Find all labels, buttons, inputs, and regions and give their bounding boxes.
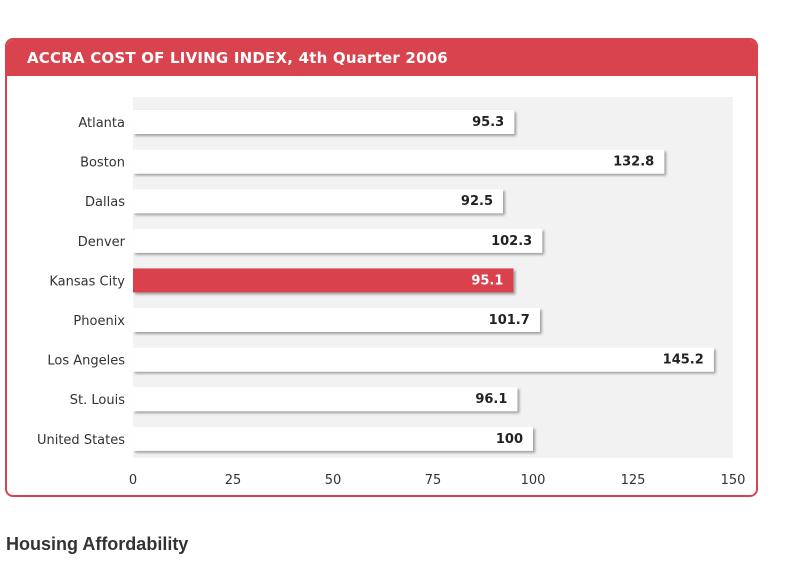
bar [133, 228, 543, 253]
category-label: Atlanta [78, 116, 125, 131]
data-label: 96.1 [475, 392, 507, 407]
chart-title: ACCRA COST OF LIVING INDEX, 4th Quarter … [7, 40, 756, 76]
section-heading: Housing Affordability [6, 534, 189, 554]
bar [133, 110, 515, 134]
category-label: Dallas [85, 195, 125, 210]
x-tick-label: 25 [225, 473, 242, 488]
category-label: Los Angeles [47, 354, 125, 369]
data-label: 95.1 [471, 273, 503, 288]
bar [133, 387, 518, 412]
category-label: Phoenix [73, 314, 125, 329]
bar [133, 149, 665, 174]
data-label: 145.2 [663, 353, 704, 368]
data-label: 101.7 [489, 313, 530, 328]
bar [133, 347, 714, 372]
data-label: 132.8 [613, 155, 654, 170]
category-label: Kansas City [49, 274, 125, 289]
x-tick-label: 50 [325, 473, 342, 488]
category-label: Boston [80, 156, 125, 171]
data-label: 102.3 [491, 234, 532, 249]
data-label: 100 [496, 432, 523, 447]
bar [133, 189, 503, 214]
bar [133, 426, 533, 451]
category-label: St. Louis [70, 393, 125, 408]
bar [133, 268, 514, 293]
bar [133, 308, 540, 332]
data-label: 92.5 [461, 194, 493, 209]
x-tick-label: 0 [129, 473, 137, 488]
category-label: United States [37, 433, 125, 448]
x-tick-label: 125 [621, 473, 646, 488]
x-tick-label: 150 [721, 473, 746, 488]
x-tick-label: 75 [425, 473, 442, 488]
data-label: 95.3 [472, 115, 504, 130]
x-tick-label: 100 [521, 473, 546, 488]
category-label: Denver [78, 235, 126, 250]
